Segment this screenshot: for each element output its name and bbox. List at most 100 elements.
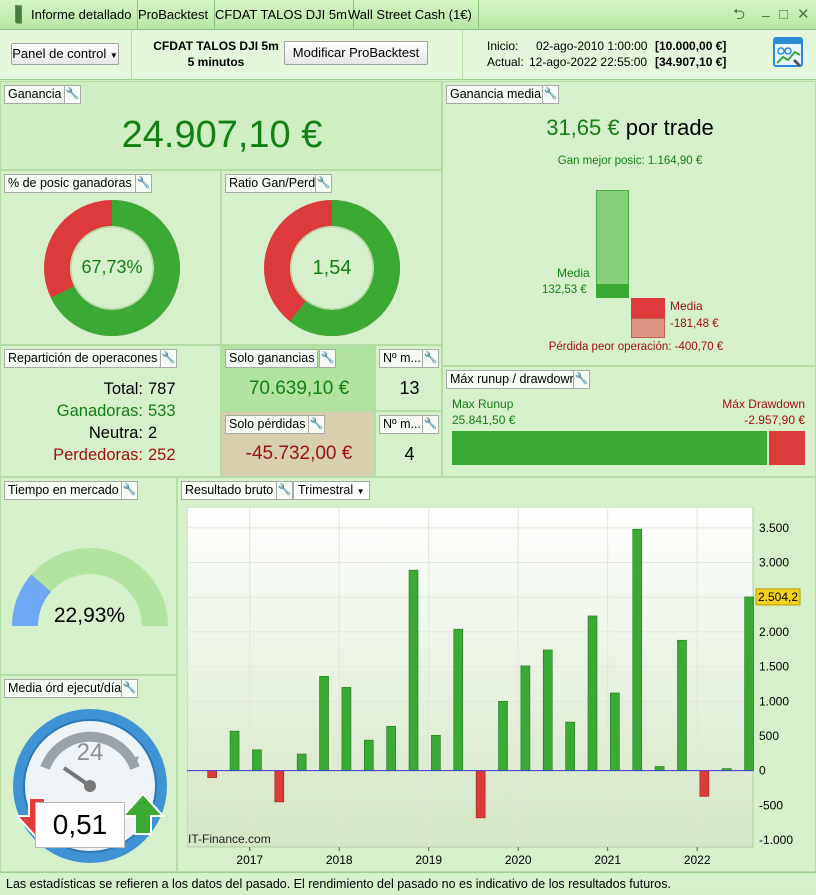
tab-system[interactable]: CFDAT TALOS DJI 5m [209, 0, 354, 30]
title-bar: ▕▌ Informe detallado ProBacktest CFDAT T… [0, 0, 816, 30]
divider [131, 30, 132, 80]
share-icon[interactable]: ⮌ [733, 6, 746, 23]
y-tick-label: 1.500 [759, 660, 789, 674]
tab-label: Informe detallado [31, 7, 132, 22]
wrench-icon[interactable]: 🔧 [135, 174, 152, 193]
y-tick-label: 500 [759, 729, 779, 743]
chart-title: Resultado bruto [181, 481, 278, 500]
bar [341, 687, 352, 771]
losses-count-title: Nº m... [379, 415, 425, 434]
bar [453, 628, 464, 771]
wrench-icon[interactable]: 🔧 [573, 370, 590, 389]
ratio-title: Ratio Gan/Perd [225, 174, 320, 193]
tab-instrument[interactable]: Wall Street Cash (1€) [342, 0, 479, 30]
chevron-down-icon: ▼ [356, 487, 365, 496]
orders-panel: Media órd ejecut/día 🔧 24 0,51 [0, 675, 177, 872]
wrench-icon[interactable]: 🔧 [276, 481, 293, 500]
start-label: Inicio: [487, 39, 519, 53]
ratio-panel: Ratio Gan/Perd 🔧 1,54 [221, 170, 442, 345]
wrench-icon[interactable]: 🔧 [308, 415, 325, 434]
current-value: [34.907,10 €] [655, 55, 727, 69]
chevron-down-icon: ▼ [109, 51, 118, 60]
losers-label: Perdedoras: [53, 446, 143, 464]
only-losses-title: Solo pérdidas [225, 415, 310, 434]
last-value-marker [755, 588, 801, 606]
tab-detailed-report[interactable]: Informe detallado [25, 0, 139, 30]
modify-probacktest-button[interactable]: Modificar ProBacktest [284, 41, 428, 65]
avg-gain-panel: Ganancia media 🔧 31,65 € por trade Gan m… [442, 81, 816, 366]
worst-loss-label: Pérdida peor operación: -400,70 € [548, 341, 724, 353]
y-tick-label: 2.000 [759, 625, 789, 639]
bar [386, 725, 396, 771]
x-tick-label: 2020 [505, 853, 532, 867]
wrench-icon[interactable]: 🔧 [422, 415, 439, 434]
runup-panel: Máx runup / drawdown 🔧 Max Runup 25.841,… [442, 366, 816, 477]
wrench-icon[interactable]: 🔧 [542, 85, 559, 104]
bar [654, 766, 665, 771]
dial-number: 24 [76, 739, 104, 766]
avg-win-value: 132,53 € [542, 284, 587, 296]
bar [542, 649, 553, 771]
bar [587, 615, 598, 771]
time-market-value: 22,93% [53, 604, 126, 627]
distribution-title: Repartición de operacones [4, 349, 162, 368]
wrench-icon[interactable]: 🔧 [121, 481, 138, 500]
drawdown-value: -2.957,90 € [744, 413, 805, 427]
gain-title: Ganancia [4, 85, 66, 104]
footer-disclaimer: Las estadísticas se refieren a los datos… [0, 872, 816, 894]
y-tick-label: 0 [759, 764, 766, 778]
avg-win-bar [596, 284, 629, 298]
distribution-panel: Repartición de operacones 🔧 Total: 787 G… [0, 345, 221, 477]
bar [520, 665, 531, 771]
losses-count-panel: Nº m... 🔧 4 [375, 411, 442, 477]
time-market-title: Tiempo en mercado [4, 481, 123, 500]
report-settings-icon[interactable] [773, 37, 805, 71]
gains-count-title: Nº m... [379, 349, 425, 368]
wrench-icon[interactable]: 🔧 [64, 85, 81, 104]
tab-probacktest[interactable]: ProBacktest [132, 0, 216, 30]
gauge-track [12, 548, 168, 626]
neutral-label: Neutra: [88, 424, 143, 442]
runup-title: Máx runup / drawdown [446, 370, 581, 389]
wrench-icon[interactable]: 🔧 [422, 349, 439, 368]
wrench-icon[interactable]: 🔧 [160, 349, 177, 368]
winners-value: 533 [148, 402, 176, 420]
plot-area [187, 507, 754, 848]
neutral-value: 2 [148, 424, 158, 442]
y-tick-label: -1.000 [759, 833, 793, 847]
wrench-icon[interactable]: 🔧 [319, 349, 336, 368]
wrench-icon[interactable]: 🔧 [315, 174, 332, 193]
bar [319, 676, 329, 771]
x-tick-label: 2017 [236, 853, 263, 867]
bar [252, 749, 262, 771]
runup-bar [452, 431, 767, 465]
bar [565, 721, 575, 771]
bar [610, 692, 620, 771]
close-icon[interactable]: ✕ [797, 6, 810, 23]
bar [498, 700, 508, 771]
bar [408, 569, 419, 771]
runup-value: 25.841,50 € [452, 413, 516, 427]
period-dropdown[interactable]: Trimestral ▼ [293, 481, 370, 500]
time-market-panel: Tiempo en mercado 🔧 22,93% [0, 477, 177, 675]
control-panel-dropdown[interactable]: Panel de control ▼ [11, 43, 119, 65]
tab-label: ProBacktest [138, 7, 209, 22]
maximize-icon[interactable]: □ [779, 6, 789, 23]
gross-result-chart: -1.000-50005001.0001.5002.0002.5003.0003… [187, 507, 801, 867]
current-date: 12-ago-2022 22:55:00 [529, 55, 648, 69]
win-pct-value: 67,73% [81, 257, 143, 277]
avg-loss-value: -181,48 € [670, 318, 719, 330]
minimize-icon[interactable]: – [762, 7, 770, 23]
start-value: [10.000,00 €] [655, 39, 727, 53]
best-position-label: Gan mejor posic: 1.164,90 € [557, 155, 703, 167]
total-label: Total: [103, 380, 143, 398]
win-pct-panel: % de posic ganadoras 🔧 67,73% [0, 170, 221, 345]
drawdown-label: Máx Drawdown [722, 397, 805, 411]
wrench-icon[interactable]: 🔧 [121, 679, 138, 698]
avg-gain-suffix: por trade [625, 115, 714, 140]
avg-win-label: Media [557, 266, 590, 280]
winners-label: Ganadoras: [56, 402, 143, 420]
runup-label: Max Runup [452, 397, 514, 411]
start-date: 02-ago-2010 1:00:00 [536, 39, 648, 53]
gains-count-panel: Nº m... 🔧 13 [375, 345, 442, 411]
